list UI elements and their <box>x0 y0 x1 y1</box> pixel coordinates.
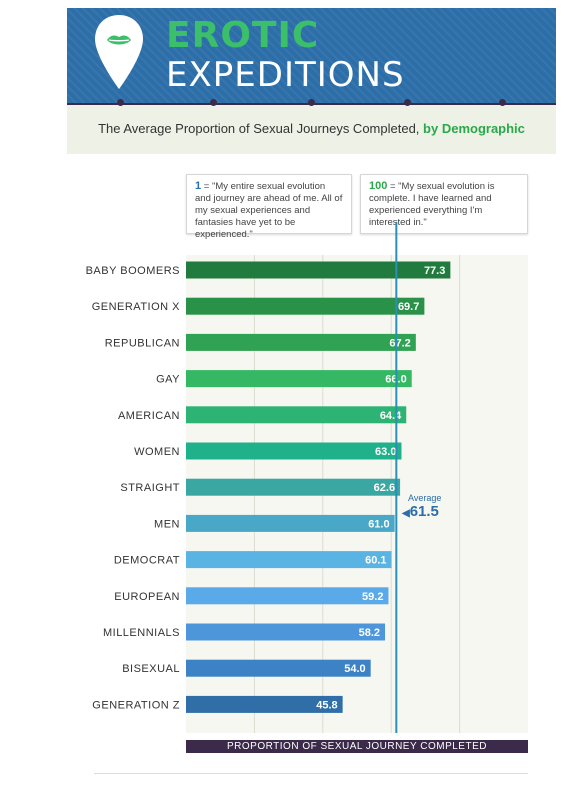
scale-note-high: 100 = "My sexual evolution is complete. … <box>360 174 528 234</box>
average-value-text: 61.5 <box>409 503 439 520</box>
divider-dot <box>499 99 506 106</box>
value-label: 64.4 <box>380 410 402 422</box>
category-label: BABY BOOMERS <box>86 265 180 277</box>
average-value: ◀61.5 <box>402 503 439 520</box>
divider-dot <box>404 99 411 106</box>
average-label: Average <box>408 493 442 503</box>
value-label: 61.0 <box>368 518 389 530</box>
map-pin-lips-icon <box>95 15 143 89</box>
subtitle-band <box>67 104 556 154</box>
bar <box>186 659 371 677</box>
value-label: 63.0 <box>375 446 396 458</box>
value-label: 77.3 <box>424 265 445 277</box>
title-line-2: EXPEDITIONS <box>166 55 405 95</box>
bar <box>186 695 343 713</box>
divider-dot <box>210 99 217 106</box>
bar <box>186 587 389 605</box>
bar <box>186 261 451 279</box>
value-label: 62.6 <box>374 482 395 494</box>
scale-note-low: 1 = "My entire sexual evolution and jour… <box>186 174 352 240</box>
subtitle-highlight: by Demographic <box>423 121 525 136</box>
category-label: DEMOCRAT <box>114 555 180 567</box>
value-label: 60.1 <box>365 555 386 567</box>
category-label: REPUBLICAN <box>105 337 180 349</box>
note-high-key: 100 <box>369 180 388 192</box>
bar <box>186 551 392 569</box>
divider-dot <box>117 99 124 106</box>
average-arrow-icon: ◀ <box>402 508 410 519</box>
category-label: MILLENNIALS <box>103 627 180 639</box>
category-label: GENERATION X <box>92 301 180 313</box>
note-low-text: = "My entire sexual evolution and journe… <box>195 181 343 240</box>
category-label: BISEXUAL <box>122 663 180 675</box>
bar <box>186 514 395 532</box>
bar <box>186 623 386 641</box>
title-line-1: EROTIC <box>166 15 320 56</box>
category-label: MEN <box>154 518 180 530</box>
category-label: WOMEN <box>134 446 180 458</box>
value-label: 67.2 <box>389 337 410 349</box>
value-label: 45.8 <box>316 699 337 711</box>
chart-subtitle: The Average Proportion of Sexual Journey… <box>67 120 556 138</box>
x-axis-label: PROPORTION OF SEXUAL JOURNEY COMPLETED <box>186 740 528 753</box>
category-label: STRAIGHT <box>120 482 180 494</box>
category-label: EUROPEAN <box>114 591 180 603</box>
note-low-key: 1 <box>195 180 202 192</box>
bar <box>186 478 401 496</box>
bar <box>186 406 407 424</box>
divider-dot <box>308 99 315 106</box>
category-label: AMERICAN <box>118 410 180 422</box>
value-label: 58.2 <box>359 627 380 639</box>
value-label: 59.2 <box>362 591 383 603</box>
category-label: GENERATION Z <box>92 699 180 711</box>
bar <box>186 370 412 388</box>
note-high-text: = "My sexual evolution is complete. I ha… <box>369 181 495 228</box>
header-banner <box>67 8 556 104</box>
value-label: 69.7 <box>398 301 419 313</box>
value-label: 54.0 <box>344 663 365 675</box>
bar <box>186 442 402 460</box>
bottom-divider <box>94 773 528 774</box>
subtitle-main: The Average Proportion of Sexual Journey… <box>98 121 420 136</box>
bar <box>186 333 416 351</box>
bar <box>186 297 425 315</box>
category-label: GAY <box>156 374 180 386</box>
